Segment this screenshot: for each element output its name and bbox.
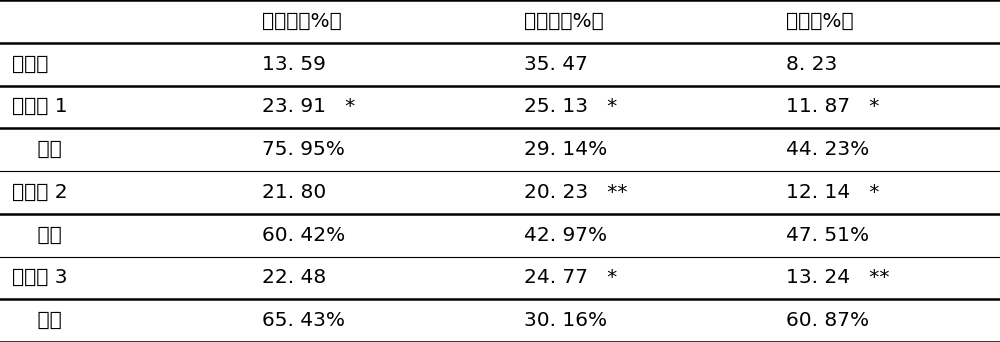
Text: 29. 14%: 29. 14% [524, 140, 607, 159]
Text: 23. 91   *: 23. 91 * [262, 97, 355, 116]
Text: 实施例 3: 实施例 3 [12, 268, 68, 287]
Text: 比率: 比率 [12, 140, 62, 159]
Text: 42. 97%: 42. 97% [524, 226, 607, 245]
Text: 60. 87%: 60. 87% [786, 311, 869, 330]
Text: 12. 14   *: 12. 14 * [786, 183, 879, 202]
Text: 比率: 比率 [12, 311, 62, 330]
Text: 60. 42%: 60. 42% [262, 226, 345, 245]
Text: 75. 95%: 75. 95% [262, 140, 345, 159]
Text: 25. 13   *: 25. 13 * [524, 97, 617, 116]
Text: 对照组: 对照组 [12, 55, 48, 74]
Text: 灰分（%）: 灰分（%） [786, 12, 854, 31]
Text: 24. 77   *: 24. 77 * [524, 268, 617, 287]
Text: 35. 47: 35. 47 [524, 55, 588, 74]
Text: 实施例 1: 实施例 1 [12, 97, 68, 116]
Text: 实施例 2: 实施例 2 [12, 183, 68, 202]
Text: 11. 87   *: 11. 87 * [786, 97, 879, 116]
Text: 粗蛋白（%）: 粗蛋白（%） [262, 12, 342, 31]
Text: 粗纤维（%）: 粗纤维（%） [524, 12, 604, 31]
Text: 22. 48: 22. 48 [262, 268, 326, 287]
Text: 65. 43%: 65. 43% [262, 311, 345, 330]
Text: 13. 59: 13. 59 [262, 55, 326, 74]
Text: 8. 23: 8. 23 [786, 55, 837, 74]
Text: 21. 80: 21. 80 [262, 183, 326, 202]
Text: 47. 51%: 47. 51% [786, 226, 869, 245]
Text: 30. 16%: 30. 16% [524, 311, 607, 330]
Text: 13. 24   **: 13. 24 ** [786, 268, 889, 287]
Text: 20. 23   **: 20. 23 ** [524, 183, 628, 202]
Text: 44. 23%: 44. 23% [786, 140, 869, 159]
Text: 比率: 比率 [12, 226, 62, 245]
